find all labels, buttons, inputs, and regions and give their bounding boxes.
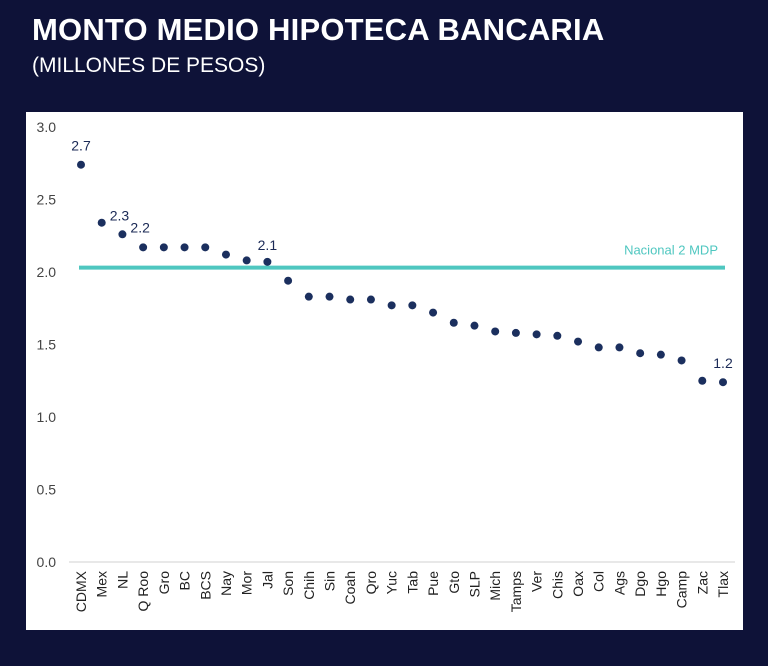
x-tick-label: Chih bbox=[301, 571, 317, 600]
data-point-ver bbox=[532, 330, 541, 339]
data-point-pue bbox=[429, 308, 438, 317]
data-point-cdmx bbox=[77, 160, 85, 169]
x-tick-label: Son bbox=[280, 571, 296, 596]
data-label-jal: 2.1 bbox=[258, 237, 278, 253]
y-axis-ticks: 0.0 0.5 1.0 1.5 2.0 2.5 3.0 bbox=[37, 119, 57, 570]
x-tick-label: Mor bbox=[239, 571, 255, 595]
chart-subtitle: (MILLONES DE PESOS) bbox=[32, 54, 266, 77]
data-point-mich bbox=[491, 327, 500, 336]
data-labels: 2.7 2.32.2 2.1 1.2 bbox=[71, 138, 733, 372]
reference-line-label: Nacional 2 MDP bbox=[624, 243, 718, 258]
data-point-sin bbox=[325, 292, 334, 301]
data-point-qro bbox=[366, 295, 375, 304]
data-point-gro bbox=[159, 243, 168, 252]
y-tick-label: 1.5 bbox=[37, 337, 57, 353]
x-tick-label: BC bbox=[177, 571, 193, 590]
data-point-slp bbox=[470, 321, 479, 330]
data-label-nl: 2.2 bbox=[130, 219, 150, 235]
data-label-cdmx: 2.7 bbox=[71, 138, 91, 154]
x-tick-label: Ags bbox=[611, 571, 627, 595]
data-point-mor bbox=[242, 256, 251, 265]
data-point-tamps bbox=[511, 328, 520, 337]
data-point-chis bbox=[553, 331, 562, 340]
x-tick-label: Qro bbox=[363, 571, 379, 595]
data-point-hgo bbox=[656, 350, 665, 359]
category-labels: CDMX Mex NL Q Roo Gro BC BCS Nay Mor Jal Son Chih Si… bbox=[73, 570, 731, 612]
data-point-mex bbox=[97, 218, 106, 227]
data-point-tlax bbox=[719, 378, 727, 387]
x-tick-label: Sin bbox=[322, 571, 338, 591]
data-point-bcs bbox=[201, 243, 210, 252]
x-tick-label: Gro bbox=[156, 571, 172, 595]
data-point-ags bbox=[615, 343, 624, 352]
x-tick-label: Oax bbox=[570, 571, 586, 597]
x-tick-label: BCS bbox=[197, 571, 213, 600]
data-point-chih bbox=[304, 292, 313, 301]
data-label-mex: 2.3 bbox=[110, 208, 130, 224]
x-tick-label: Jal bbox=[259, 571, 275, 589]
x-tick-label: Tab bbox=[404, 571, 420, 594]
y-tick-label: 3.0 bbox=[37, 119, 57, 135]
x-tick-label: Q Roo bbox=[135, 571, 151, 612]
x-tick-label: Zac bbox=[694, 571, 710, 594]
data-point-tab bbox=[408, 301, 417, 310]
x-tick-label: Tlax bbox=[715, 571, 731, 597]
x-tick-label: Mex bbox=[94, 571, 110, 597]
data-point-camp bbox=[677, 356, 686, 365]
data-point-coah bbox=[346, 295, 355, 304]
data-point-yuc bbox=[387, 301, 396, 310]
x-tick-label: Dgo bbox=[632, 571, 648, 597]
y-tick-label: 0.5 bbox=[37, 482, 57, 498]
x-tick-label: Col bbox=[591, 571, 607, 592]
x-tick-label: Coah bbox=[342, 571, 358, 604]
x-tick-label: Tamps bbox=[508, 571, 524, 612]
x-tick-label: Ver bbox=[529, 571, 545, 592]
data-point-jal bbox=[263, 257, 272, 266]
x-tick-label: Gto bbox=[446, 571, 462, 594]
y-tick-label: 2.5 bbox=[37, 192, 57, 208]
x-tick-label: SLP bbox=[466, 571, 482, 597]
x-tick-label: Mich bbox=[487, 571, 503, 601]
y-tick-label: 1.0 bbox=[37, 409, 57, 425]
y-tick-label: 2.0 bbox=[37, 264, 57, 280]
x-tick-label: Pue bbox=[425, 571, 441, 596]
x-tick-label: CDMX bbox=[73, 570, 89, 612]
data-point-zac bbox=[698, 376, 707, 385]
y-tick-label: 0.0 bbox=[37, 554, 57, 570]
data-point-dgo bbox=[636, 349, 645, 358]
data-point-son bbox=[284, 276, 293, 285]
data-point-nay bbox=[221, 250, 230, 259]
data-point-bc bbox=[180, 243, 189, 252]
data-point-gto bbox=[449, 318, 458, 327]
data-label-tlax: 1.2 bbox=[713, 355, 733, 371]
reference-line-group: Nacional 2 MDP bbox=[79, 243, 725, 270]
x-tick-label: Hgo bbox=[653, 571, 669, 597]
x-tick-label: NL bbox=[114, 571, 130, 589]
x-tick-label: Camp bbox=[674, 571, 690, 609]
data-points bbox=[77, 160, 727, 387]
x-tick-label: Yuc bbox=[384, 571, 400, 594]
data-point-oax bbox=[574, 337, 583, 346]
chart-panel bbox=[26, 112, 743, 630]
x-tick-label: Chis bbox=[549, 571, 565, 599]
data-point-nl bbox=[118, 230, 127, 239]
data-point-col bbox=[594, 343, 603, 352]
x-tick-label: Nay bbox=[218, 571, 234, 596]
chart-title: MONTO MEDIO HIPOTECA BANCARIA bbox=[32, 12, 605, 47]
data-point-q-roo bbox=[139, 243, 148, 252]
